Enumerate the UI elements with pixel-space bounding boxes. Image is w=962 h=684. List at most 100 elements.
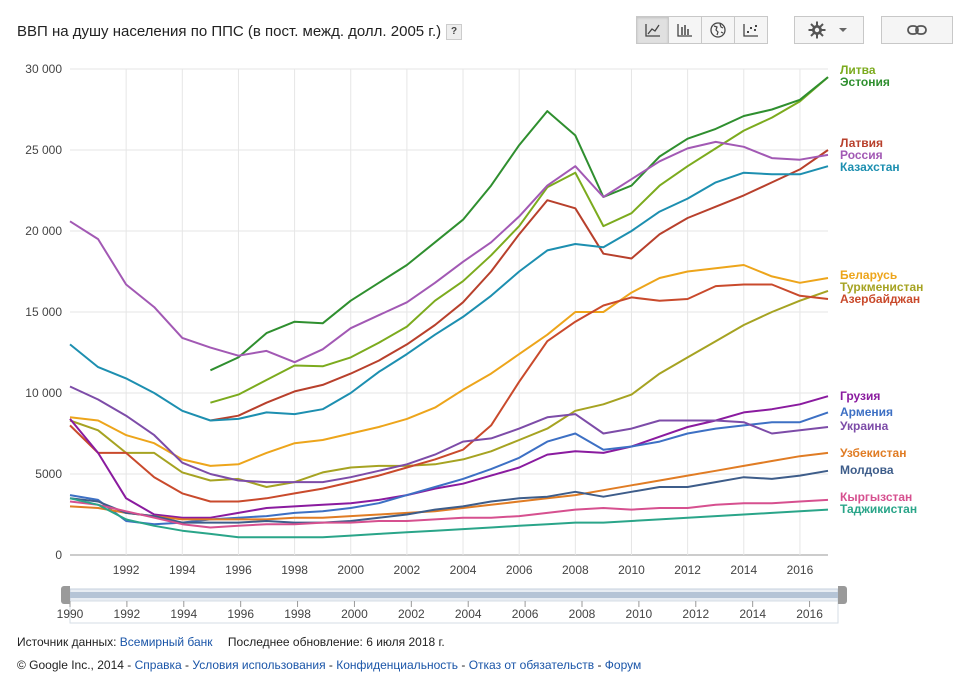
x-tick-label: 1996: [225, 563, 252, 577]
y-axis-ticks: 0 5000 10 000 15 000 20 000 25 000 30 000: [25, 62, 62, 562]
series-line: [69, 289, 829, 488]
x-tick-label: 2008: [562, 563, 589, 577]
footer-link-help[interactable]: Справка: [134, 658, 182, 672]
chart-series: [69, 76, 829, 539]
series-line: [210, 149, 829, 422]
gear-icon: [808, 21, 826, 39]
legend-label: Узбекистан: [840, 446, 906, 460]
legend-label: Таджикистан: [840, 502, 917, 516]
timeline-handle-left[interactable]: [61, 586, 70, 604]
legend-label: Эстония: [840, 75, 890, 89]
bar-chart-button[interactable]: [669, 16, 702, 44]
x-tick-label: 2002: [394, 563, 421, 577]
x-tick-label: 2012: [674, 563, 701, 577]
series-line: [69, 264, 829, 467]
x-tick-label: 2000: [337, 563, 364, 577]
last-updated: Последнее обновление: 6 июля 2018 г.: [227, 635, 445, 649]
line-chart-button[interactable]: [636, 16, 669, 44]
bar-chart-icon: [677, 24, 692, 37]
settings-button[interactable]: [794, 16, 864, 44]
legend-label: Украина: [840, 419, 889, 433]
link-icon: [907, 25, 927, 35]
timeline-label: 2010: [626, 607, 653, 621]
series-line: [69, 165, 829, 422]
series-line: [69, 469, 829, 524]
timeline-labels-box: [69, 600, 839, 624]
legend-label: Литва: [840, 63, 876, 77]
timeline-label: 1996: [227, 607, 254, 621]
legend-label: Кыргызстан: [840, 490, 912, 504]
series-line: [69, 395, 829, 519]
legend-label: Россия: [840, 148, 883, 162]
series-line: [69, 498, 829, 529]
series-line: [69, 283, 829, 503]
series-line: [69, 385, 829, 484]
chart-type-toolbar: [636, 16, 768, 44]
y-tick-label: 10 000: [25, 386, 62, 400]
timeline-label: 2006: [512, 607, 539, 621]
x-tick-label: 2010: [618, 563, 645, 577]
footer-link-disclaimer[interactable]: Отказ от обязательств: [468, 658, 595, 672]
legend-label: Беларусь: [840, 268, 897, 282]
footer-link-terms[interactable]: Условия использования: [192, 658, 326, 672]
timeline-range: [70, 592, 838, 598]
line-chart-icon: [644, 24, 660, 37]
help-button[interactable]: ?: [446, 24, 463, 41]
chart-title: ВВП на душу населения по ППС (в пост. ме…: [17, 23, 463, 41]
timeline-label: 2004: [455, 607, 482, 621]
legend-label: Молдова: [840, 463, 894, 477]
legend-label: Грузия: [840, 389, 880, 403]
timeline-handle-right[interactable]: [838, 586, 847, 604]
timeline-label: 1998: [284, 607, 311, 621]
y-tick-label: 15 000: [25, 305, 62, 319]
series-line: [69, 140, 829, 364]
legend-label: Армения: [840, 405, 893, 419]
x-tick-label: 2006: [506, 563, 533, 577]
x-tick-label: 1994: [169, 563, 196, 577]
series-line: [69, 451, 829, 521]
timeline-label: 2014: [739, 607, 766, 621]
scatter-chart-button[interactable]: [735, 16, 768, 44]
timeline-label: 2012: [682, 607, 709, 621]
timeline-label: 1990: [57, 607, 84, 621]
source-link[interactable]: Всемирный банк: [119, 635, 213, 649]
x-tick-label: 2014: [730, 563, 757, 577]
map-chart-button[interactable]: [702, 16, 735, 44]
y-tick-label: 25 000: [25, 143, 62, 157]
series-line: [69, 411, 829, 526]
timeline-label: 1992: [114, 607, 141, 621]
footer-links: © Google Inc., 2014 - Справка - Условия …: [17, 658, 642, 672]
source-label: Источник данных:: [17, 635, 117, 649]
legend-label: Латвия: [840, 136, 883, 150]
timeline-label: 1994: [170, 607, 197, 621]
copyright: © Google Inc., 2014: [17, 658, 124, 672]
series-line: [210, 76, 829, 404]
timeline-label: 2002: [398, 607, 425, 621]
y-tick-label: 0: [55, 548, 62, 562]
y-tick-label: 20 000: [25, 224, 62, 238]
x-tick-label: 2016: [787, 563, 814, 577]
share-link-button[interactable]: [881, 16, 953, 44]
x-tick-label: 1998: [281, 563, 308, 577]
timeline-label: 2016: [796, 607, 823, 621]
source-line: Источник данных: Всемирный банк Последне…: [17, 635, 445, 649]
timeline-label: 2000: [341, 607, 368, 621]
series-line: [209, 76, 829, 372]
series-line: [69, 497, 829, 539]
chart-gridlines: [70, 68, 828, 556]
footer-link-forum[interactable]: Форум: [604, 658, 642, 672]
legend-label: Казахстан: [840, 160, 900, 174]
scatter-chart-icon: [743, 24, 758, 37]
x-tick-label: 1992: [113, 563, 140, 577]
timeline-label: 2008: [569, 607, 596, 621]
x-axis-ticks: 1992 1994 1996 1998 2000 2002 2004 2006 2008 2010…: [113, 563, 814, 577]
footer-link-privacy[interactable]: Конфиденциальность: [336, 658, 458, 672]
timeline-slider[interactable]: 1990 1992 1994 1996 1998 2000 2002 2004 2006 2008…: [57, 586, 847, 624]
globe-icon: [710, 22, 726, 38]
y-tick-label: 30 000: [25, 62, 62, 76]
chart-title-text: ВВП на душу населения по ППС (в пост. ме…: [17, 23, 442, 40]
chevron-down-icon: [839, 28, 847, 32]
x-tick-label: 2004: [450, 563, 477, 577]
legend-label: Туркменистан: [840, 280, 923, 294]
